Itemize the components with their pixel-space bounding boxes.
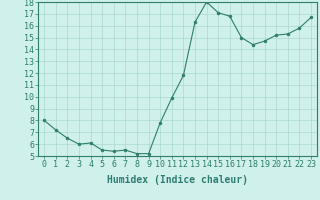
X-axis label: Humidex (Indice chaleur): Humidex (Indice chaleur)	[107, 175, 248, 185]
